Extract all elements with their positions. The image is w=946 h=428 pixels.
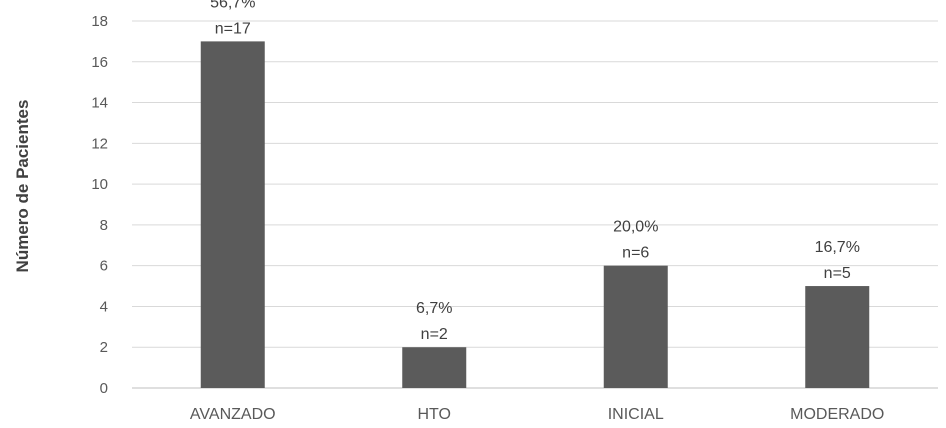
bar (805, 286, 870, 388)
y-tick-label: 16 (91, 54, 108, 71)
data-label-count: n=17 (215, 20, 251, 37)
y-tick-label: 12 (91, 135, 108, 152)
y-axis-ticks: 0 2 4 6 8 10 12 14 16 18 (91, 13, 108, 397)
data-label-count: n=6 (622, 245, 649, 262)
y-tick-label: 0 (100, 380, 108, 397)
data-label-percent: 20,0% (613, 219, 658, 236)
y-tick-label: 8 (100, 217, 108, 234)
y-axis-label: Número de Pacientes (13, 100, 32, 273)
data-label-percent: 16,7% (815, 239, 860, 256)
y-tick-label: 2 (100, 339, 108, 356)
x-category-label: AVANZADO (190, 406, 276, 423)
bars (200, 41, 870, 389)
bar (200, 41, 265, 389)
x-axis-categories: AVANZADO HTO INICIAL MODERADO (190, 406, 884, 423)
data-label-percent: 6,7% (416, 300, 452, 317)
bar (603, 265, 668, 388)
y-tick-label: 14 (91, 95, 108, 112)
data-label-percent: 56,7% (210, 0, 255, 11)
x-category-label: HTO (418, 406, 451, 423)
y-tick-label: 4 (100, 298, 108, 315)
data-label-count: n=2 (421, 326, 448, 343)
data-labels: 56,7% n=17 6,7% n=2 20,0% n=6 16,7% n=5 (210, 0, 860, 343)
gridlines (132, 20, 938, 389)
y-tick-label: 6 (100, 258, 108, 275)
x-category-label: MODERADO (790, 406, 884, 423)
data-label-count: n=5 (824, 265, 851, 282)
bar (402, 347, 467, 388)
x-category-label: INICIAL (608, 406, 664, 423)
y-tick-label: 10 (91, 176, 108, 193)
y-tick-label: 18 (91, 13, 108, 30)
